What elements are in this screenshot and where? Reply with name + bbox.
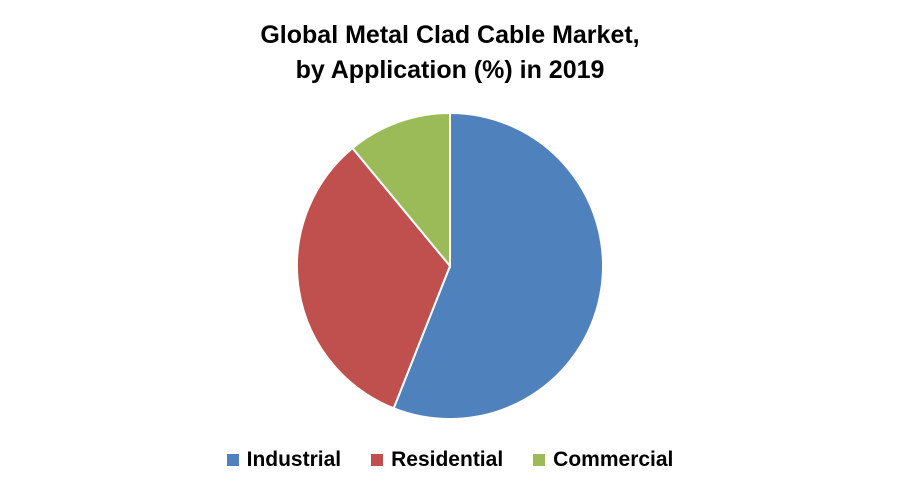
legend-item-commercial: Commercial (533, 448, 673, 472)
chart-title-line-2: by Application (%) in 2019 (295, 56, 605, 84)
legend-swatch-residential (371, 454, 384, 466)
legend-item-industrial: Industrial (226, 448, 342, 472)
legend-swatch-commercial (533, 454, 546, 466)
chart-title: Global Metal Clad Cable Market, by Appli… (0, 18, 900, 88)
pie-slice-residential (296, 146, 452, 410)
legend-label-industrial: Industrial (246, 448, 342, 471)
legend-swatch-industrial (226, 454, 239, 466)
pie-slice-industrial (392, 111, 604, 420)
legend-item-residential: Residential (371, 448, 503, 472)
legend-label-commercial: Commercial (553, 448, 674, 471)
pie-slice-commercial (351, 111, 451, 269)
legend-label-residential: Residential (391, 448, 504, 471)
legend: Industrial Residential Commercial (0, 448, 900, 472)
chart-title-line-1: Global Metal Clad Cable Market, (260, 21, 640, 49)
